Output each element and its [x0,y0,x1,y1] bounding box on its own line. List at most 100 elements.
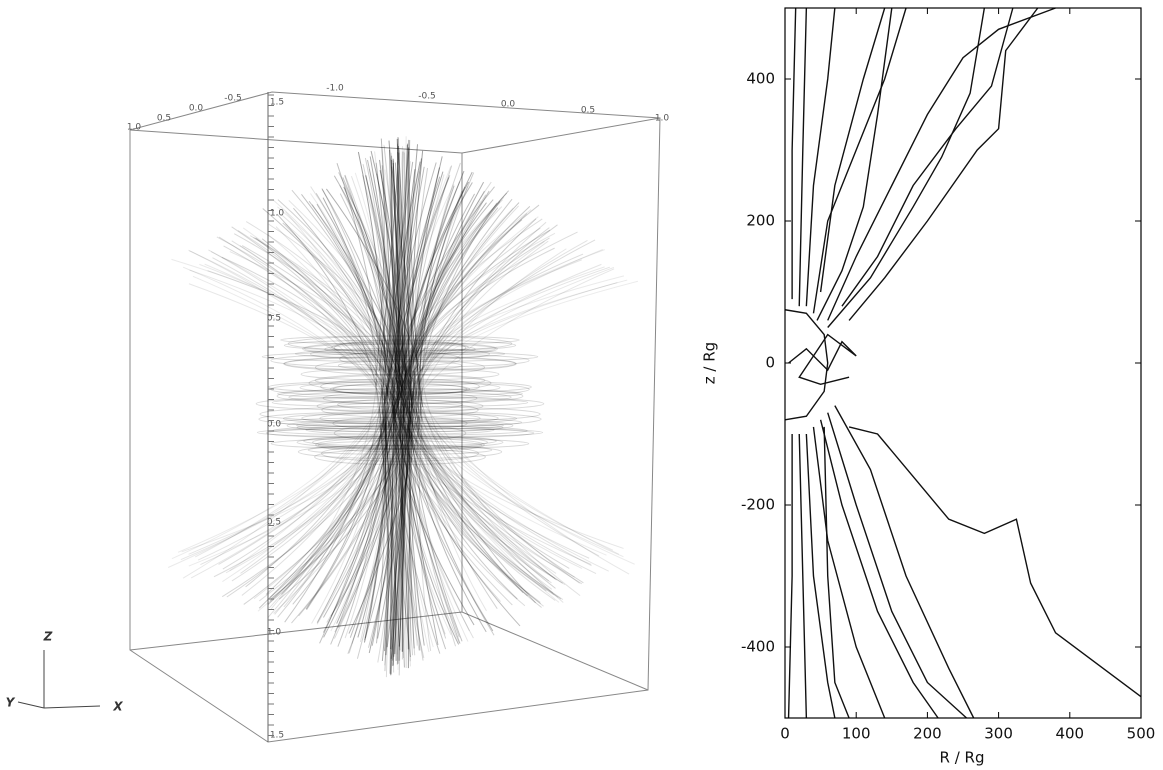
strand [362,175,411,393]
strand [393,407,404,657]
triad [17,650,101,709]
strand [231,240,387,410]
strand [240,381,416,574]
strand [403,412,447,639]
strand [418,191,463,427]
strand [299,381,501,394]
strand [406,429,418,646]
strand [393,190,490,423]
strand [310,186,391,380]
strand [379,151,410,380]
strand [393,181,485,422]
tick-label: Y [6,696,16,710]
strand [344,174,401,375]
strand [221,422,400,598]
strand [390,152,409,409]
field-line [827,412,968,719]
strand [258,411,542,428]
strand [408,372,630,575]
strand [301,412,499,425]
strand [308,200,415,398]
strand [408,139,423,422]
strand [396,206,531,412]
strand [280,213,390,377]
strand [387,407,446,635]
strand [216,236,384,390]
strand [269,408,387,602]
strand [399,371,439,646]
strand [397,177,450,392]
strand [413,398,528,597]
tick-label: -1.0 [326,84,344,94]
strand [399,390,457,647]
strand [182,373,401,579]
strand [370,150,400,377]
strand [362,163,386,388]
strand [356,399,397,659]
strand [368,419,411,654]
field-line [819,7,886,293]
strand [321,188,413,428]
strand [374,151,400,419]
strand [391,402,461,644]
strand [323,401,410,618]
strand [409,370,425,662]
strand [382,241,545,414]
plot-frame [784,7,1142,719]
x-tick-label: 200 [913,725,942,743]
field-line [834,405,975,719]
strand [388,393,566,586]
strand [393,169,416,393]
strand [392,417,424,661]
strand [392,213,528,413]
strand [364,384,385,641]
strand [363,383,387,643]
strand [270,353,530,368]
strand [314,359,486,376]
strand [277,199,398,373]
strand [245,380,397,588]
strand [383,413,425,659]
strand [379,414,542,605]
strand [286,418,514,433]
strand [403,416,564,600]
plot: 0 100 200 300 400 500 -400 -200 0 200 400 [741,7,1155,743]
strand [322,197,395,419]
strand [390,370,414,675]
strand [393,371,536,604]
strand [414,408,553,590]
strand [378,152,400,371]
strand [416,419,597,574]
strand [229,251,414,382]
strand [337,407,388,647]
strand [282,222,421,422]
strand [382,392,583,585]
strand [218,236,394,422]
strand [308,374,492,392]
strand [339,184,399,416]
strand [256,427,544,438]
strand [403,380,498,609]
strand [399,249,605,371]
strand [324,343,476,355]
strand [319,412,481,425]
strand [194,373,402,558]
strand [386,158,422,397]
strand [321,402,479,418]
strand [394,425,559,598]
field-line [819,419,939,719]
strand [343,186,417,420]
field-line [805,433,836,719]
strand [347,423,392,654]
strand [268,223,408,374]
strand [349,382,416,638]
x-axis-label: R / Rg [940,749,985,767]
strand [390,420,410,659]
strand [242,227,422,421]
strand [409,227,550,409]
strand [291,189,400,387]
strand [420,172,475,419]
strand [309,347,491,361]
strand [316,370,401,623]
strand [344,175,394,401]
